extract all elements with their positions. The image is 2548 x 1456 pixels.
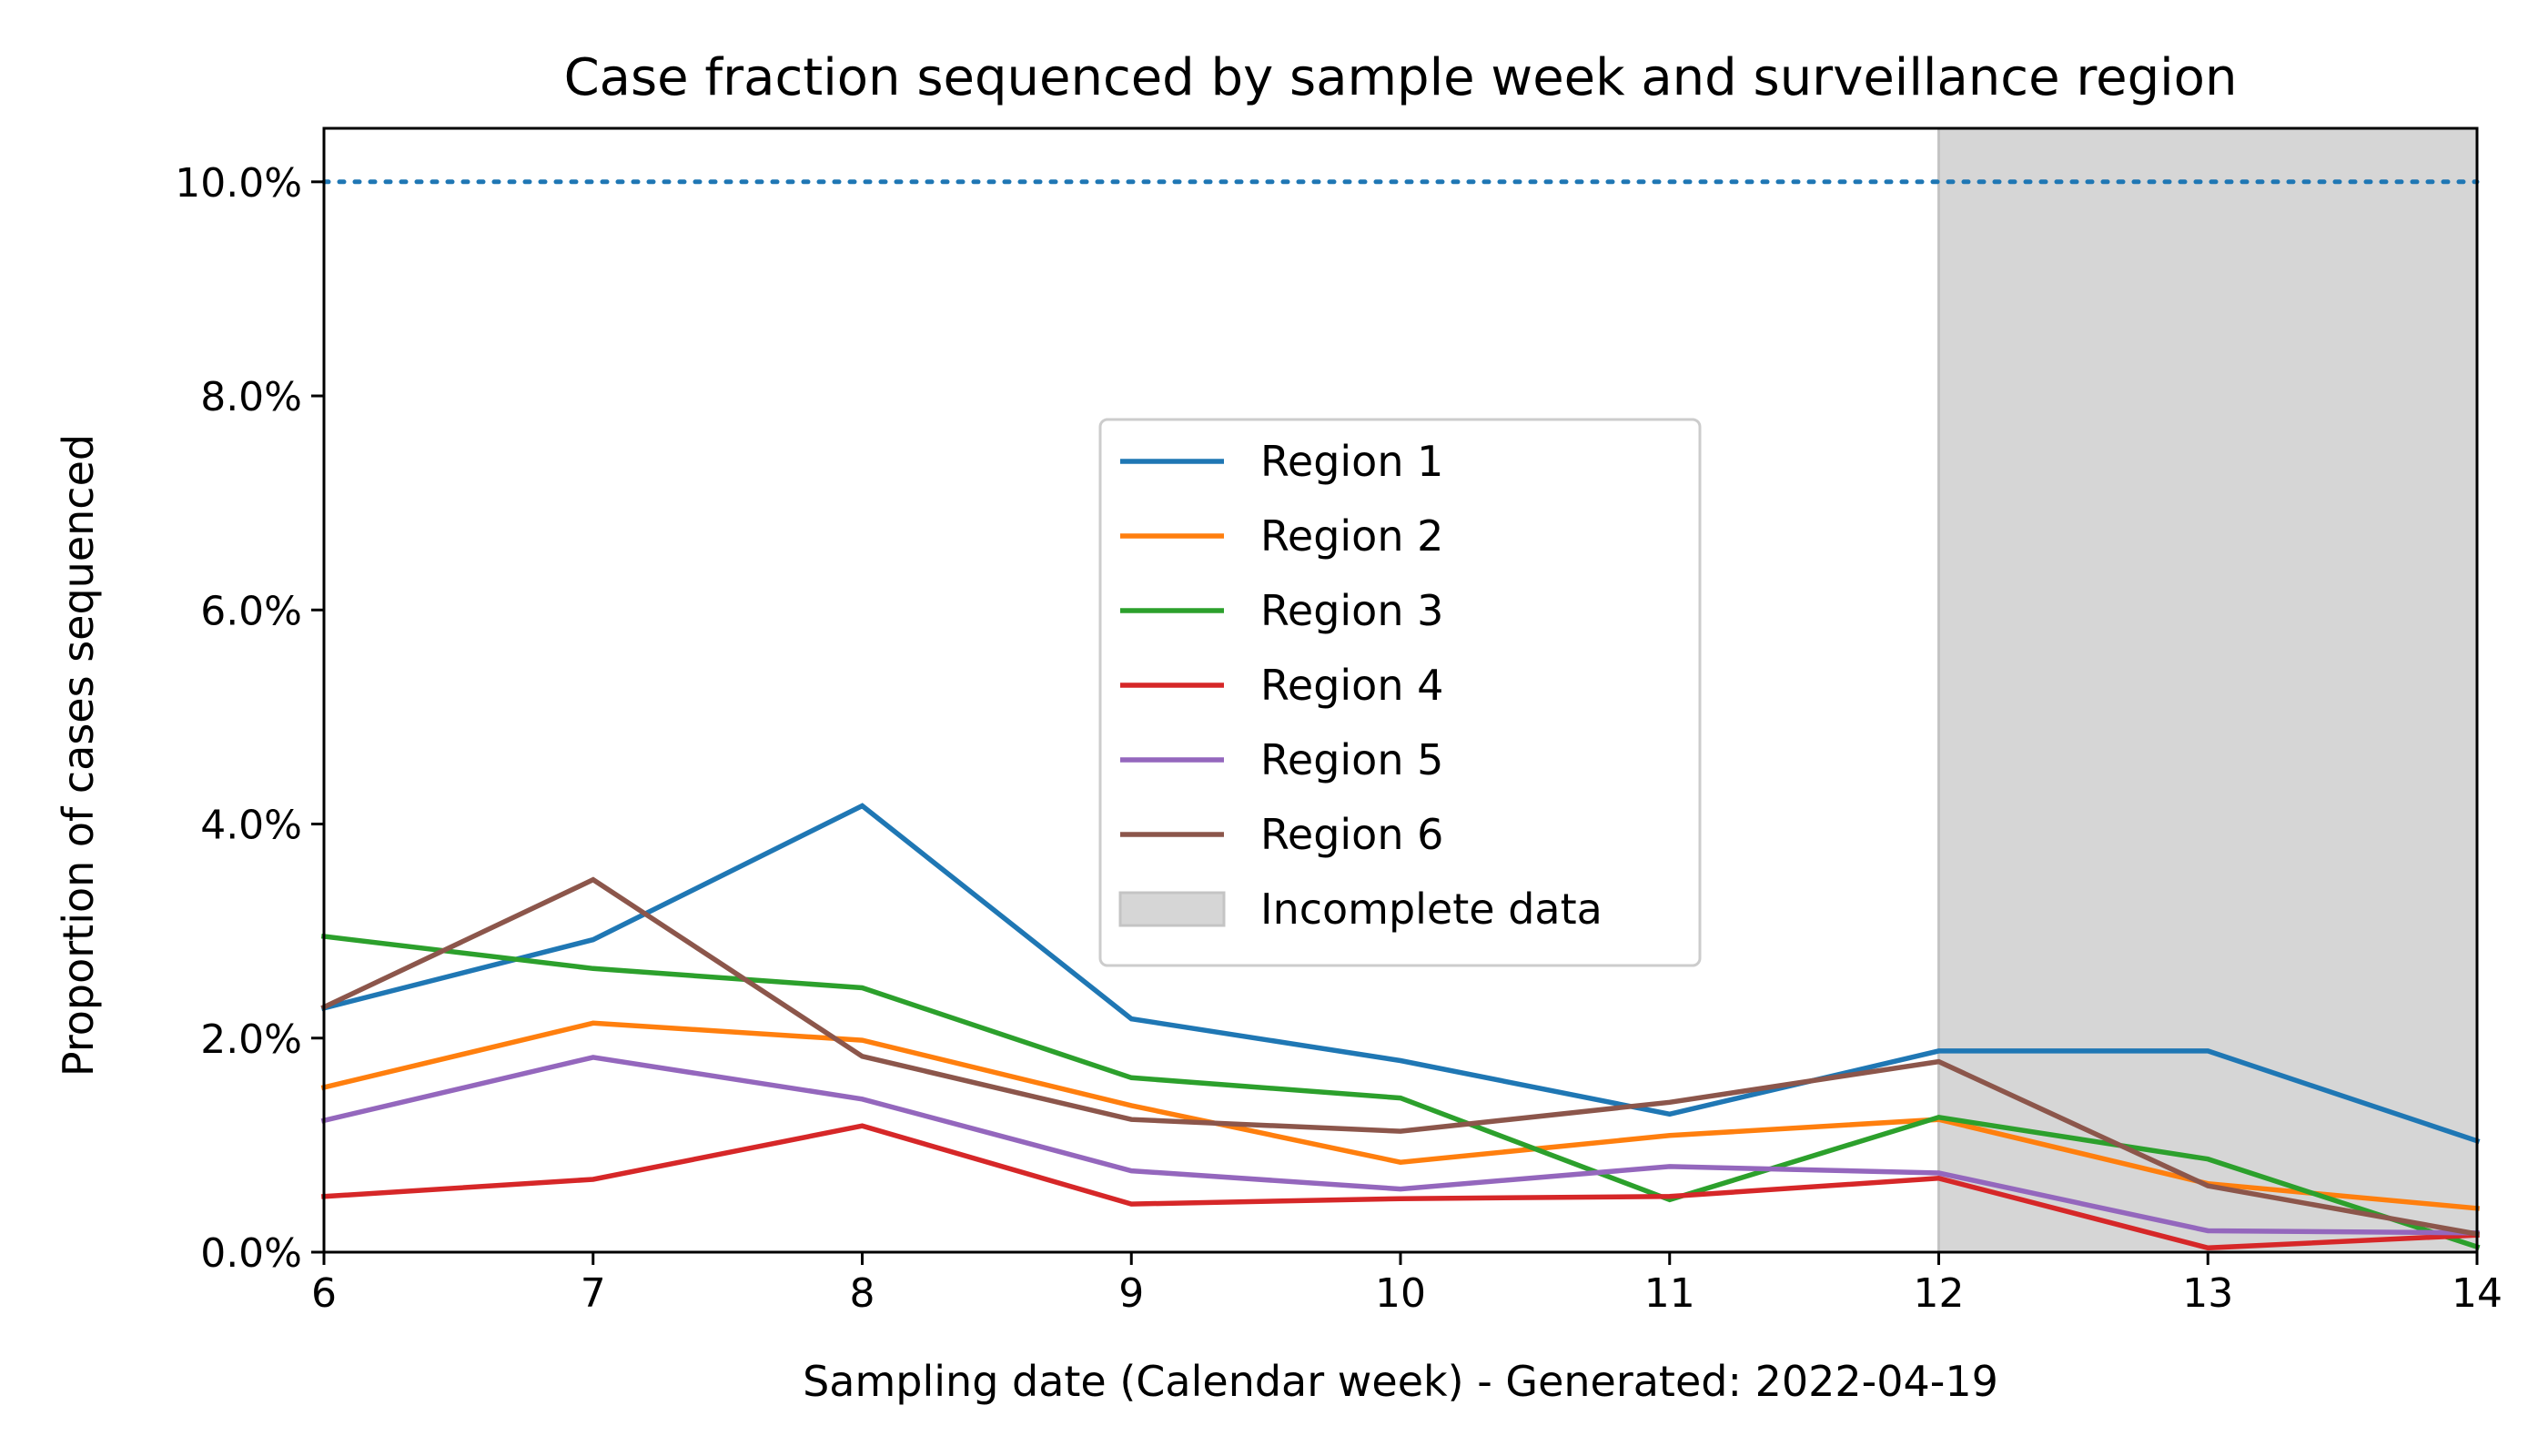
x-tick-label: 7 xyxy=(581,1270,606,1317)
x-tick-label: 9 xyxy=(1118,1270,1144,1317)
x-tick-label: 8 xyxy=(850,1270,875,1317)
chart-title: Case fraction sequenced by sample week a… xyxy=(564,48,2238,107)
y-tick-label: 8.0% xyxy=(200,374,302,420)
plot-area: 6 7 8 9 10 11 12 13 14 0.0% 2.0% 4.0% 6.0% 8.0% 10.0% xyxy=(175,126,2502,1317)
series-line-region-4 xyxy=(321,1123,2480,1251)
y-tick-label: 0.0% xyxy=(200,1230,302,1277)
legend-label-region-2: Region 2 xyxy=(1260,511,1443,561)
legend-label-incomplete-data: Incomplete data xyxy=(1260,885,1603,934)
y-axis-label: Proportion of cases sequenced xyxy=(54,434,103,1077)
incomplete-data-region xyxy=(1937,126,2479,1254)
legend-label-region-5: Region 5 xyxy=(1260,735,1443,784)
legend-box xyxy=(1098,418,1702,967)
series-line-region-5 xyxy=(320,1055,2480,1236)
legend-label-region-3: Region 3 xyxy=(1260,586,1443,635)
legend: Region 1 Region 2 Region 3 Region 4 Region 5… xyxy=(1098,418,1702,967)
y-tick-label: 2.0% xyxy=(200,1016,302,1063)
x-tick-label: 11 xyxy=(1644,1270,1695,1317)
series-line-region-1 xyxy=(320,803,2481,1145)
y-tick-label: 6.0% xyxy=(200,588,302,634)
x-tick-label: 12 xyxy=(1914,1270,1965,1317)
legend-label-region-1: Region 1 xyxy=(1260,437,1443,486)
x-tick-label: 14 xyxy=(2452,1270,2502,1317)
series-line-region-2 xyxy=(320,1020,2480,1211)
y-tick-label: 4.0% xyxy=(200,803,302,849)
y-tick-label: 10.0% xyxy=(175,160,302,207)
series-line-region-6 xyxy=(320,876,2481,1238)
legend-label-region-4: Region 4 xyxy=(1260,661,1443,710)
x-axis-label: Sampling date (Calendar week) - Generate… xyxy=(803,1357,1998,1406)
legend-swatch-incomplete-data xyxy=(1118,891,1226,927)
x-tick-label: 13 xyxy=(2182,1270,2233,1317)
legend-label-region-6: Region 6 xyxy=(1260,810,1443,859)
x-tick-label: 10 xyxy=(1375,1270,1426,1317)
x-tick-label: 6 xyxy=(311,1270,337,1317)
